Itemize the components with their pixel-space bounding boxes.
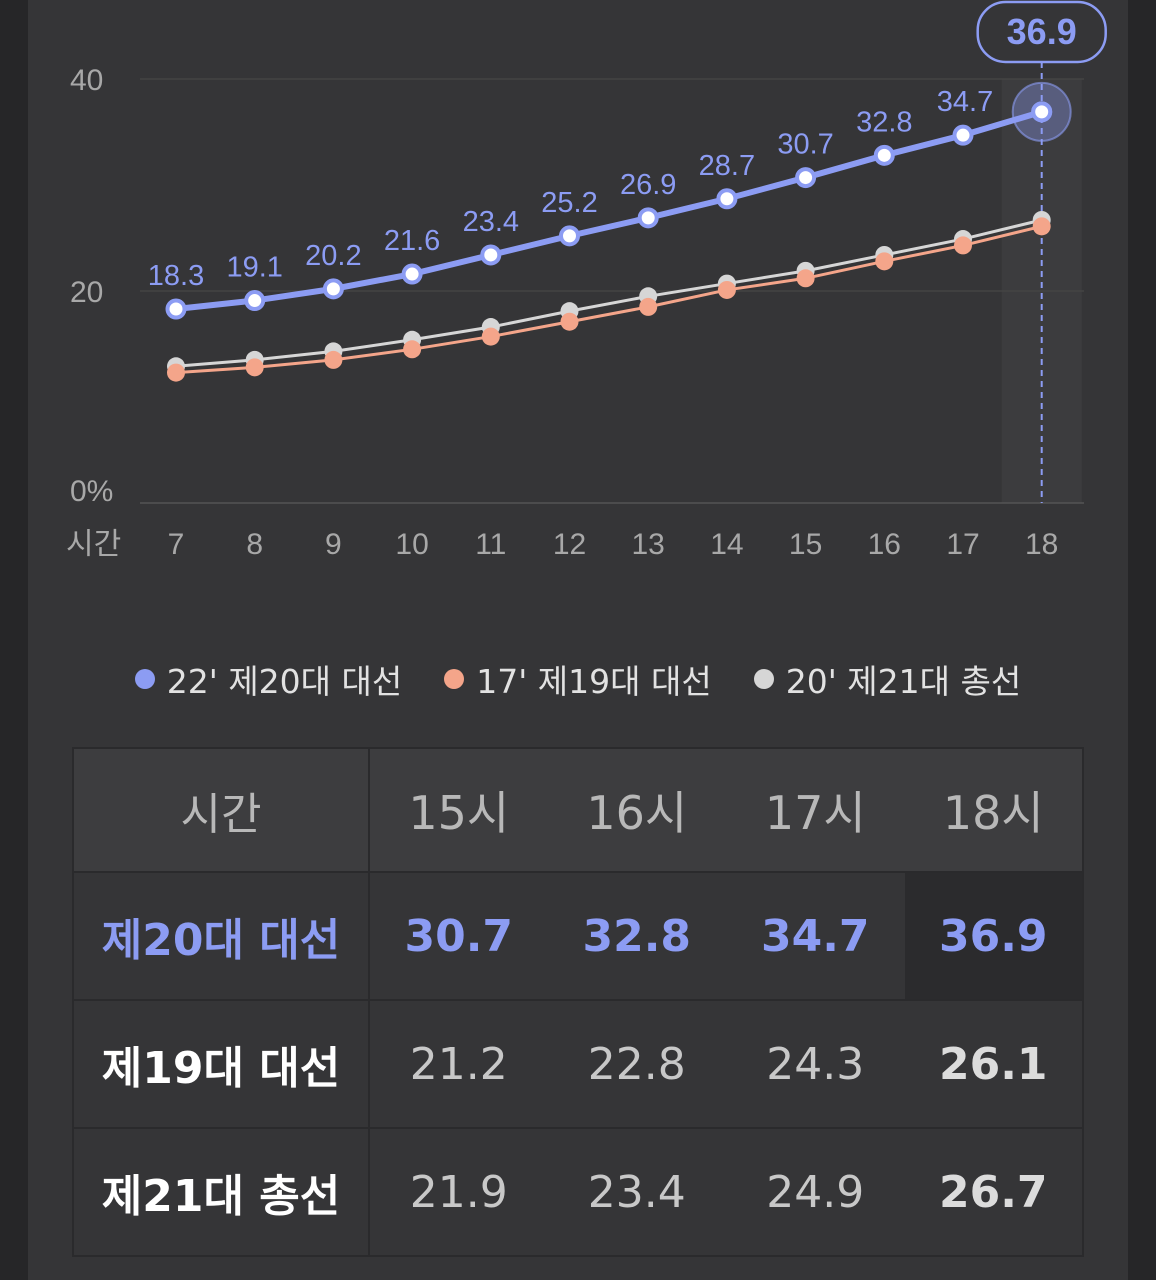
series-line-2: [175, 224, 1043, 375]
table-cell: 26.7: [904, 1127, 1084, 1257]
legend-label: 17' 제19대 대선: [476, 662, 712, 701]
turnout-line-chart: 0% 20 40 시간 7 8 9 10 11 12 13 14 15 16 17 18 18.3 19.1 20.…: [66, 0, 1107, 561]
data-label: 23.4: [463, 206, 519, 238]
x-tick-label: 17: [946, 528, 979, 561]
x-tick-label: 9: [325, 528, 342, 561]
table-cell: 34.7: [726, 871, 905, 1001]
data-point: [796, 269, 815, 288]
table-header-cell: 16시: [547, 747, 726, 873]
data-point: [637, 207, 659, 229]
data-label: 25.2: [541, 187, 597, 219]
legend-label: 22' 제20대 대선: [166, 662, 403, 701]
data-label: 21.6: [384, 225, 440, 257]
data-point: [952, 124, 974, 146]
turnout-table: 시간 15시 16시 17시 18시 제20대 대선 30.7 32.8 34.…: [72, 747, 1084, 1257]
data-label: 34.7: [937, 86, 993, 118]
x-tick-label: 11: [475, 528, 506, 561]
x-tick-label: 18: [1025, 528, 1058, 561]
data-label: 20.2: [305, 240, 361, 272]
table-cell: 23.4: [547, 1127, 726, 1257]
data-point: [322, 278, 344, 300]
table-cell: 22.8: [547, 999, 726, 1129]
data-point: [167, 363, 185, 382]
legend-dot: [444, 669, 465, 689]
table-row: 제19대 대선 21.2 22.8 24.3 26.1: [72, 999, 1084, 1129]
highlight-point: [1031, 101, 1053, 123]
data-point: [559, 225, 580, 247]
legend-dot: [134, 669, 155, 689]
series-line-1: [175, 108, 1043, 313]
x-tick-label: 10: [395, 528, 428, 561]
legend-item-series-2[interactable]: 17' 제19대 대선: [444, 655, 712, 703]
data-point: [481, 327, 500, 346]
y-tick-label: 0%: [70, 475, 113, 508]
series-line-3: [175, 218, 1043, 368]
table-row: 제21대 총선 21.9 23.4 24.9 26.7: [72, 1127, 1084, 1257]
legend-label: 20' 제21대 총선: [785, 662, 1022, 701]
data-point: [716, 188, 738, 210]
data-point: [1032, 217, 1051, 236]
table-header-row: 시간 15시 16시 17시 18시: [72, 747, 1084, 873]
table-header-cell: 시간: [72, 747, 370, 873]
x-tick-label: 13: [632, 528, 665, 561]
legend-item-series-3[interactable]: 20' 제21대 총선: [753, 655, 1022, 703]
table-cell: 24.3: [726, 999, 905, 1129]
data-point: [401, 263, 423, 285]
x-tick-label: 14: [710, 528, 743, 561]
data-point: [403, 340, 422, 359]
data-point: [480, 244, 502, 266]
row-label: 제19대 대선: [72, 999, 370, 1129]
x-axis-label: 시간: [66, 528, 121, 561]
callout-bubble: [976, 0, 1107, 64]
table-cell: 24.9: [726, 1127, 905, 1257]
data-point: [244, 290, 266, 312]
data-point: [165, 298, 187, 320]
data-point: [245, 358, 264, 377]
data-point: [560, 312, 579, 331]
callout-value: 36.9: [1007, 11, 1077, 52]
x-tick-label: 8: [246, 528, 263, 561]
data-label: 32.8: [856, 106, 912, 138]
y-tick-label: 40: [70, 64, 103, 97]
data-point: [954, 236, 972, 255]
x-tick-label: 16: [868, 528, 901, 561]
data-point: [717, 280, 736, 299]
table-cell: 26.1: [904, 999, 1084, 1129]
legend-dot: [753, 669, 774, 689]
data-point: [873, 144, 895, 166]
table-header-cell: 17시: [726, 747, 905, 873]
table-cell: 32.8: [547, 871, 726, 1001]
x-tick-label: 15: [789, 528, 822, 561]
table-cell: 21.9: [369, 1127, 548, 1257]
legend-item-series-1[interactable]: 22' 제20대 대선: [134, 655, 403, 703]
data-point: [324, 350, 343, 369]
table-header-cell: 18시: [904, 747, 1084, 873]
chart-legend: 22' 제20대 대선 17' 제19대 대선 20' 제21대 총선: [0, 655, 1156, 703]
row-label: 제21대 총선: [72, 1127, 370, 1257]
table-cell-highlighted: 36.9: [904, 871, 1084, 1001]
table-cell: 30.7: [369, 871, 548, 1001]
table-row: 제20대 대선 30.7 32.8 34.7 36.9: [72, 871, 1084, 1001]
data-label: 18.3: [148, 260, 204, 292]
table-cell: 21.2: [369, 999, 548, 1129]
x-tick-label: 7: [168, 528, 185, 561]
row-label: 제20대 대선: [72, 871, 370, 1001]
data-label: 28.7: [699, 150, 755, 182]
data-label: 19.1: [226, 252, 282, 284]
y-tick-label: 20: [70, 276, 103, 309]
x-tick-label: 12: [553, 528, 586, 561]
table-header-cell: 15시: [369, 747, 548, 873]
data-label: 26.9: [620, 169, 676, 201]
data-point: [639, 297, 658, 316]
data-point: [795, 167, 817, 189]
data-point: [875, 252, 894, 271]
data-label: 30.7: [777, 129, 833, 161]
